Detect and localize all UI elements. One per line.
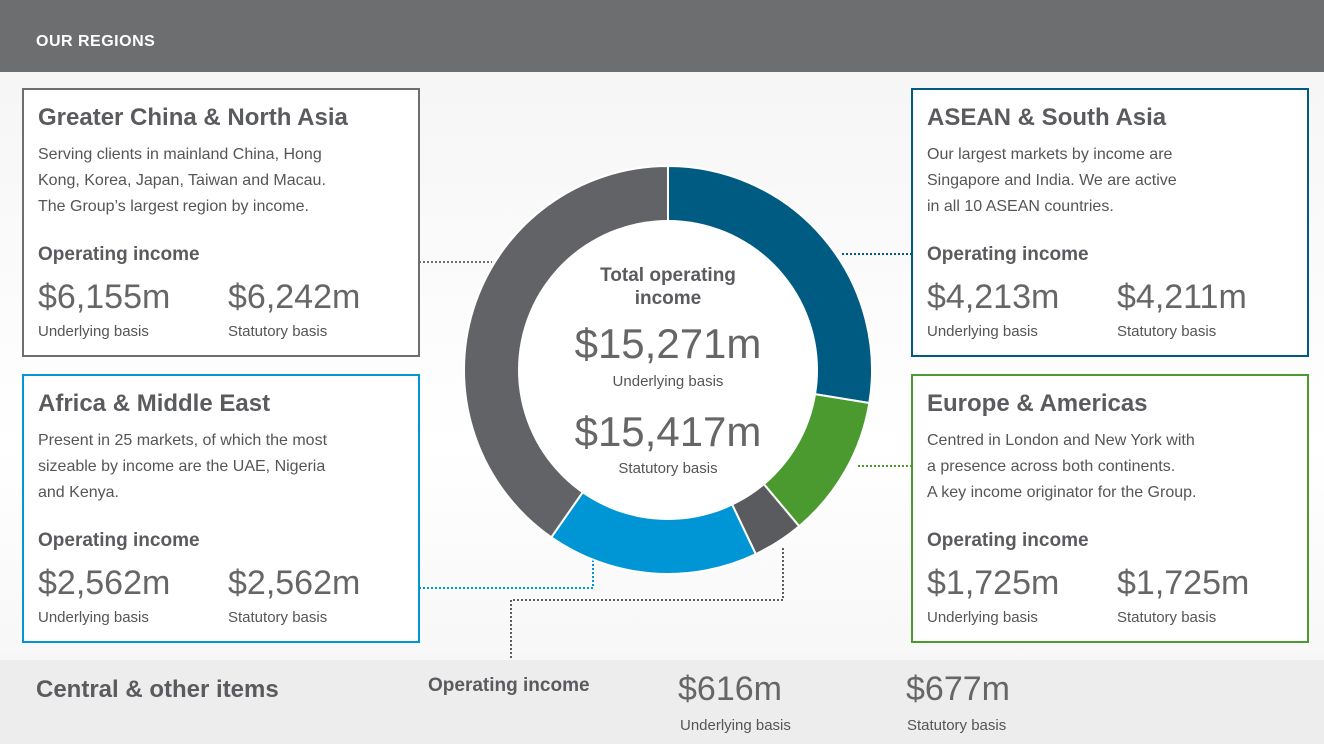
- statutory-income: $677m: [906, 670, 1010, 708]
- statutory-income: $1,725m: [1117, 564, 1250, 602]
- income-heading: Operating income: [927, 530, 1089, 551]
- region-description: The Group’s largest region by income.: [38, 198, 309, 215]
- header-title: OUR REGIONS: [36, 33, 156, 50]
- total-title: Total operating income: [600, 265, 736, 309]
- region-description: Serving clients in mainland China, Hong: [38, 146, 322, 163]
- region-name: Greater China & North Asia: [38, 104, 348, 131]
- underlying-income: $6,155m: [38, 278, 171, 316]
- region-description: Our largest markets by income are: [927, 146, 1173, 163]
- income-heading: Operating income: [927, 244, 1089, 265]
- underlying-income: $2,562m: [38, 564, 171, 602]
- region-name: Africa & Middle East: [38, 390, 271, 417]
- underlying-income: $1,725m: [927, 564, 1060, 602]
- region-description: Singapore and India. We are active: [927, 172, 1177, 189]
- total-statutory: $15,417m: [575, 408, 762, 455]
- central-band: [0, 660, 1324, 744]
- total-underlying: $15,271m: [575, 320, 762, 367]
- underlying-income: $4,213m: [927, 278, 1060, 316]
- connector: [419, 558, 594, 589]
- underlying-caption: Underlying basis: [38, 609, 149, 626]
- region-description: A key income originator for the Group.: [927, 484, 1197, 501]
- donut-hole: [518, 220, 818, 520]
- underlying-caption: Underlying basis: [927, 609, 1038, 626]
- region-description: Centred in London and New York with: [927, 432, 1195, 449]
- total-statutory-caption: Statutory basis: [618, 460, 717, 477]
- region-description: Kong, Korea, Japan, Taiwan and Macau.: [38, 172, 326, 189]
- region-name: Europe & Americas: [927, 390, 1148, 417]
- region-description: in all 10 ASEAN countries.: [927, 198, 1114, 215]
- income-heading: Operating income: [38, 244, 200, 265]
- header: OUR REGIONS: [0, 0, 1324, 72]
- statutory-caption: Statutory basis: [228, 609, 328, 626]
- statutory-caption: Statutory basis: [907, 717, 1007, 734]
- region-card: Greater China & North Asia Serving client…: [22, 88, 420, 357]
- connector: [510, 548, 784, 660]
- total-underlying-caption: Underlying basis: [613, 373, 724, 390]
- region-description: Present in 25 markets, of which the most: [38, 432, 328, 449]
- central-name: Central & other items: [36, 676, 279, 703]
- underlying-caption: Underlying basis: [680, 717, 791, 734]
- region-description: sizeable by income are the UAE, Nigeria: [38, 458, 326, 475]
- statutory-caption: Statutory basis: [1117, 323, 1217, 340]
- underlying-caption: Underlying basis: [38, 323, 149, 340]
- region-name: ASEAN & South Asia: [927, 104, 1167, 131]
- income-heading: Operating income: [428, 675, 590, 696]
- statutory-caption: Statutory basis: [228, 323, 328, 340]
- underlying-caption: Underlying basis: [927, 323, 1038, 340]
- underlying-income: $616m: [678, 670, 782, 708]
- region-description: a presence across both continents.: [927, 458, 1176, 475]
- region-card: Africa & Middle East Present in 25 market…: [22, 374, 420, 643]
- region-card: ASEAN & South Asia Our largest markets by…: [911, 88, 1309, 357]
- statutory-income: $4,211m: [1117, 278, 1247, 316]
- income-heading: Operating income: [38, 530, 200, 551]
- region-description: and Kenya.: [38, 484, 119, 501]
- region-card: Europe & Americas Centred in London and N…: [911, 374, 1309, 643]
- statutory-caption: Statutory basis: [1117, 609, 1217, 626]
- statutory-income: $6,242m: [228, 278, 361, 316]
- connectors: [419, 253, 911, 660]
- statutory-income: $2,562m: [228, 564, 361, 602]
